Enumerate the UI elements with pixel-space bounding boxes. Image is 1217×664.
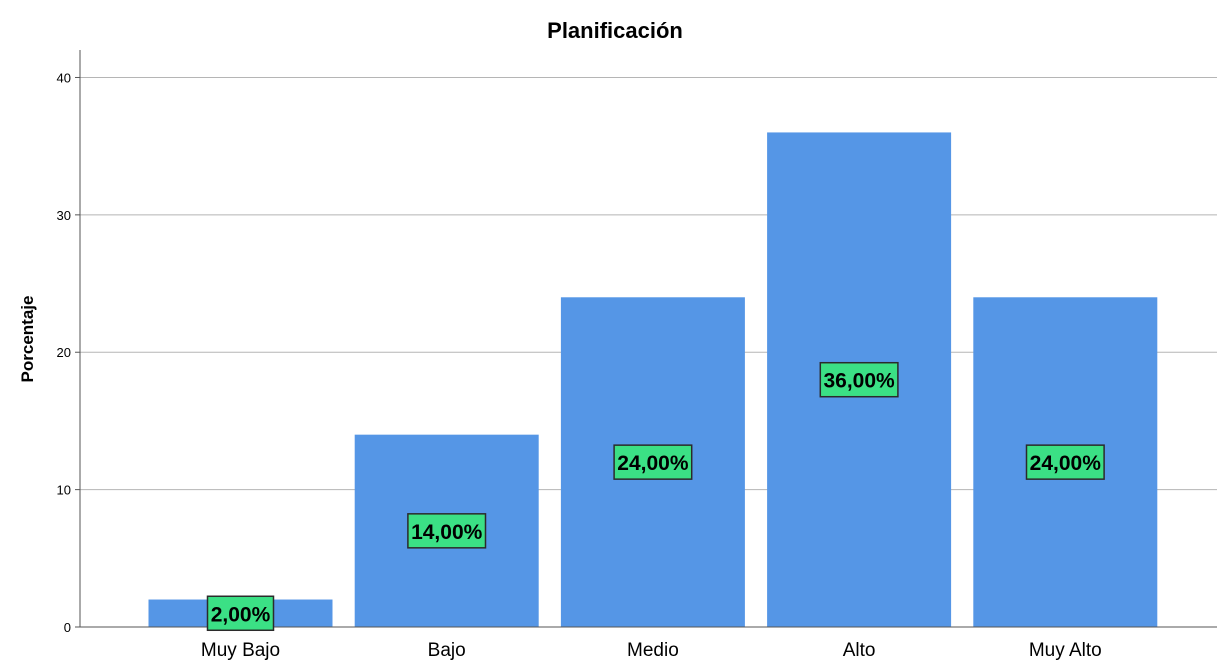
y-tick-label: 30: [57, 208, 71, 223]
data-label: 24,00%: [617, 452, 689, 475]
data-label-box: [613, 444, 693, 480]
y-tick-label: 20: [57, 345, 71, 360]
chart-title: Planificación: [547, 18, 683, 43]
y-axis-label: Porcentaje: [18, 296, 37, 383]
data-label: 36,00%: [823, 370, 895, 393]
data-label: 24,00%: [1030, 452, 1102, 475]
bars: [148, 132, 1158, 627]
data-label: 2,00%: [211, 603, 271, 626]
x-tick-label: Muy Alto: [1029, 640, 1102, 661]
y-tick-label: 10: [57, 483, 71, 498]
x-axis-ticks: Muy Bajo Bajo Medio Alto Muy Alto: [201, 640, 1102, 661]
x-tick-label: Muy Bajo: [201, 640, 280, 661]
y-axis-ticks: 0 10 20 30 40: [57, 70, 80, 635]
data-label-box: [407, 513, 487, 549]
data-labels: 2,00% 14,00% 24,00% 36,00% 24,00%: [206, 361, 1105, 632]
x-tick-label: Alto: [843, 640, 876, 661]
data-label: 14,00%: [411, 521, 483, 544]
data-label-box: [819, 361, 899, 398]
y-tick-label: 40: [57, 70, 71, 85]
x-tick-label: Medio: [627, 640, 679, 661]
data-label-box: [1025, 444, 1105, 480]
y-tick-label: 0: [64, 620, 71, 635]
x-tick-label: Bajo: [428, 640, 466, 661]
data-label-box: [206, 595, 275, 632]
